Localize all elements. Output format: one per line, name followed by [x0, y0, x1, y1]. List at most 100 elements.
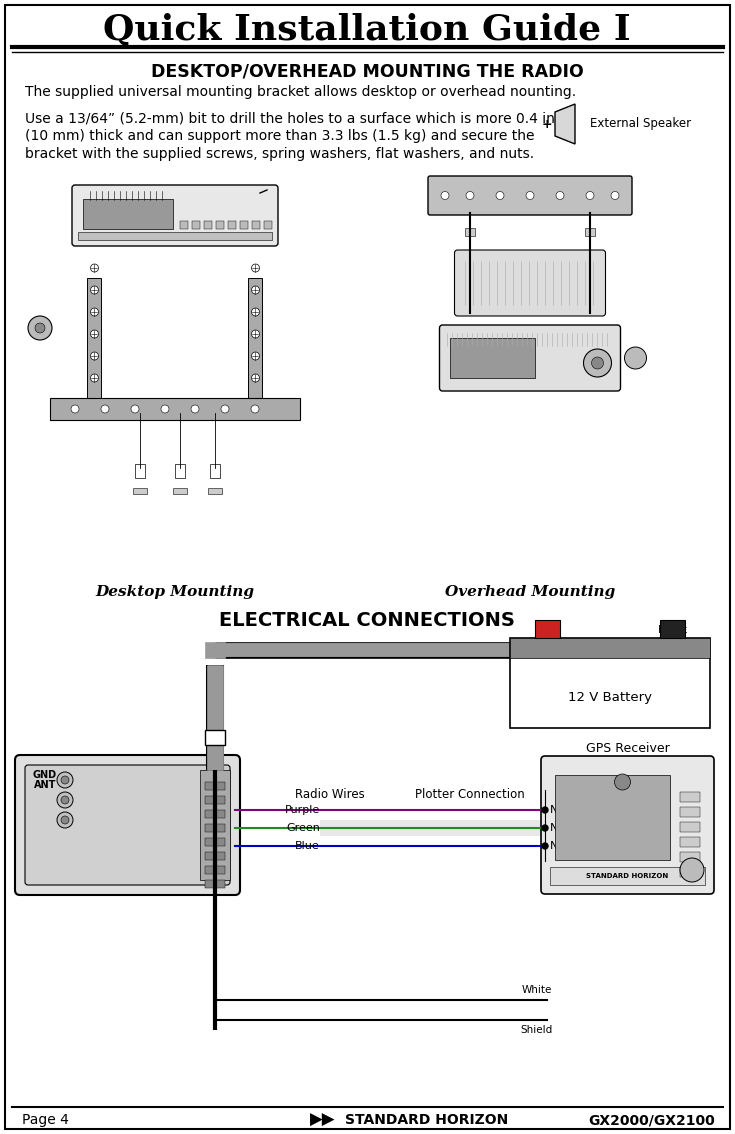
Text: NMEA IN (+): NMEA IN (+) [550, 805, 620, 815]
Bar [660, 620, 685, 638]
Text: Radio Wires: Radio Wires [295, 788, 365, 802]
Circle shape [57, 812, 73, 828]
Circle shape [101, 405, 109, 413]
Circle shape [90, 286, 98, 294]
Text: Green: Green [286, 823, 320, 833]
Circle shape [251, 308, 259, 316]
Bar [205, 838, 225, 846]
Bar [50, 398, 300, 420]
Circle shape [556, 192, 564, 200]
Circle shape [496, 192, 504, 200]
Text: 12 V Battery: 12 V Battery [568, 692, 652, 704]
Circle shape [71, 405, 79, 413]
Circle shape [90, 352, 98, 359]
Circle shape [251, 286, 259, 294]
Bar [205, 880, 225, 888]
Text: External Speaker: External Speaker [590, 118, 691, 130]
Circle shape [586, 192, 594, 200]
Text: Plotter Connection: Plotter Connection [415, 788, 525, 802]
Circle shape [584, 349, 612, 376]
Bar [204, 221, 212, 229]
Circle shape [542, 826, 548, 831]
Circle shape [441, 192, 449, 200]
Bar [585, 253, 595, 261]
Circle shape [611, 192, 619, 200]
Bar [680, 868, 700, 877]
Circle shape [57, 792, 73, 809]
Bar [175, 464, 185, 479]
Bar [510, 638, 710, 658]
Bar [680, 822, 700, 832]
Bar [205, 796, 225, 804]
Bar [200, 770, 230, 880]
FancyBboxPatch shape [428, 176, 632, 215]
Bar [87, 278, 101, 418]
Circle shape [251, 374, 259, 382]
Circle shape [90, 308, 98, 316]
Text: GPS Receiver: GPS Receiver [586, 742, 670, 754]
Bar [510, 638, 710, 728]
Circle shape [251, 405, 259, 413]
Text: Overhead Mounting: Overhead Mounting [445, 585, 615, 599]
Bar [205, 852, 225, 860]
FancyBboxPatch shape [25, 765, 230, 885]
Bar [451, 338, 536, 378]
Bar [680, 792, 700, 802]
Polygon shape [555, 104, 575, 144]
Text: Quick Installation Guide I: Quick Installation Guide I [103, 12, 631, 46]
Bar [216, 221, 224, 229]
Text: ANT: ANT [34, 780, 56, 790]
Circle shape [131, 405, 139, 413]
Text: +: + [542, 118, 552, 130]
Bar [585, 303, 595, 311]
Bar [133, 488, 147, 494]
Text: STANDARD HORIZON: STANDARD HORIZON [345, 1112, 508, 1127]
Circle shape [61, 776, 69, 784]
Circle shape [625, 347, 647, 369]
Circle shape [680, 858, 704, 882]
Bar [680, 837, 700, 847]
Bar [240, 221, 248, 229]
Circle shape [61, 816, 69, 824]
Text: ELECTRICAL CONNECTIONS: ELECTRICAL CONNECTIONS [219, 610, 515, 629]
Circle shape [57, 772, 73, 788]
Circle shape [28, 316, 52, 340]
Text: Use a 13/64” (5.2-mm) bit to drill the holes to a surface which is more 0.4 inch: Use a 13/64” (5.2-mm) bit to drill the h… [25, 111, 571, 125]
Bar [465, 253, 475, 261]
Text: NMEA COMMON (–): NMEA COMMON (–) [550, 823, 657, 833]
Circle shape [526, 192, 534, 200]
Bar [248, 278, 262, 418]
Circle shape [251, 330, 259, 338]
Circle shape [61, 796, 69, 804]
Bar [205, 824, 225, 832]
Bar [585, 228, 595, 236]
Text: DESKTOP/OVERHEAD MOUNTING THE RADIO: DESKTOP/OVERHEAD MOUNTING THE RADIO [151, 64, 584, 81]
Bar [205, 810, 225, 818]
Bar [135, 464, 145, 479]
Bar [264, 221, 272, 229]
Bar [465, 278, 475, 286]
FancyBboxPatch shape [440, 325, 620, 391]
Circle shape [191, 405, 199, 413]
Text: White: White [522, 985, 552, 995]
Text: GX2000/GX2100: GX2000/GX2100 [588, 1112, 715, 1127]
Bar [550, 868, 705, 885]
Text: Purple: Purple [284, 805, 320, 815]
FancyBboxPatch shape [541, 756, 714, 894]
Text: NMEA OUT (+): NMEA OUT (+) [550, 841, 631, 850]
Circle shape [592, 357, 603, 369]
FancyBboxPatch shape [454, 249, 606, 316]
Bar [252, 221, 260, 229]
Circle shape [542, 843, 548, 849]
Bar [173, 488, 187, 494]
FancyBboxPatch shape [15, 755, 240, 895]
Text: (10 mm) thick and can support more than 3.3 lbs (1.5 kg) and secure the: (10 mm) thick and can support more than … [25, 129, 534, 143]
Bar [83, 198, 173, 229]
Bar [205, 866, 225, 874]
Text: ▶▶: ▶▶ [310, 1111, 335, 1129]
Circle shape [614, 775, 631, 790]
Bar [192, 221, 200, 229]
Circle shape [466, 192, 474, 200]
Text: bracket with the supplied screws, spring washers, flat washers, and nuts.: bracket with the supplied screws, spring… [25, 147, 534, 161]
Text: Red: Red [537, 625, 558, 635]
